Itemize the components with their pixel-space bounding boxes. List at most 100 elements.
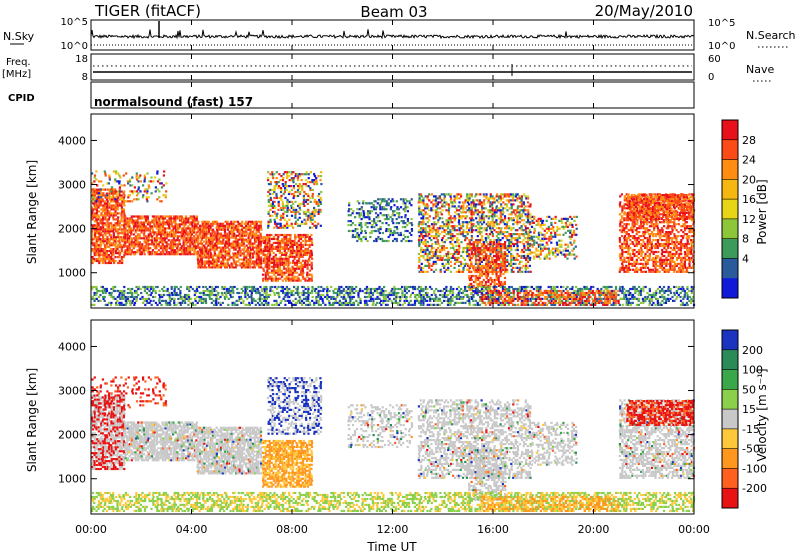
- range-cell: [479, 193, 482, 196]
- range-cell: [245, 220, 248, 223]
- range-cell: [98, 236, 101, 239]
- range-cell: [466, 209, 469, 212]
- range-cell: [493, 255, 496, 258]
- range-cell: [453, 195, 456, 198]
- range-cell: [470, 257, 473, 260]
- range-cell: [165, 247, 168, 250]
- range-cell: [232, 244, 235, 247]
- range-cell: [472, 199, 475, 202]
- range-cell: [309, 220, 312, 223]
- range-cell: [449, 260, 452, 263]
- range-cell: [128, 227, 131, 230]
- range-cell: [99, 226, 102, 229]
- range-cell: [640, 221, 643, 224]
- range-cell: [189, 237, 192, 240]
- range-cell: [245, 262, 248, 265]
- range-cell: [126, 247, 129, 250]
- range-cell: [127, 194, 130, 197]
- range-cell: [308, 235, 312, 239]
- range-cell: [358, 208, 361, 211]
- range-cell: [556, 233, 559, 236]
- range-cell: [215, 240, 218, 243]
- range-cell: [368, 218, 371, 221]
- range-cell: [157, 243, 160, 246]
- range-cell: [104, 238, 107, 241]
- range-cell: [153, 219, 156, 222]
- range-cell: [573, 231, 576, 234]
- range-cell: [136, 223, 139, 226]
- range-cell: [531, 239, 534, 242]
- range-cell: [571, 233, 574, 236]
- range-cell: [95, 246, 98, 249]
- range-cell: [189, 221, 192, 224]
- range-cell: [170, 233, 173, 236]
- range-cell: [518, 205, 521, 208]
- range-cell: [91, 256, 94, 259]
- range-cell: [466, 237, 469, 240]
- range-cell: [479, 203, 482, 206]
- range-cell: [159, 237, 162, 240]
- range-cell: [120, 208, 123, 211]
- range-cell: [402, 198, 405, 201]
- range-cell: [460, 215, 463, 218]
- range-cell: [232, 266, 235, 269]
- nsearch-label: N.Search: [746, 29, 796, 42]
- range-cell: [160, 229, 163, 232]
- range-cell: [501, 193, 505, 196]
- range-cell: [556, 229, 559, 232]
- range-cell: [402, 202, 405, 205]
- range-cell: [514, 193, 517, 196]
- range-cell: [313, 200, 316, 203]
- range-cell: [269, 214, 272, 217]
- range-cell: [516, 266, 519, 269]
- range-cell: [420, 241, 423, 244]
- range-cell: [193, 235, 196, 238]
- range-cell: [185, 239, 188, 242]
- range-cell: [279, 263, 282, 266]
- range-cell: [426, 241, 429, 244]
- range-cell: [223, 258, 226, 261]
- range-cell: [219, 266, 223, 269]
- range-cell: [112, 234, 115, 237]
- range-cell: [282, 204, 285, 207]
- range-cell: [97, 230, 100, 233]
- range-cell: [244, 266, 247, 269]
- range-cell: [385, 204, 388, 207]
- range-cell: [504, 203, 507, 206]
- range-cell: [266, 265, 269, 268]
- range-cell: [236, 224, 239, 227]
- range-cell: [299, 241, 302, 244]
- range-cell: [249, 220, 252, 223]
- range-cell: [207, 256, 210, 259]
- range-cell: [411, 224, 414, 227]
- range-cell: [279, 187, 283, 190]
- range-cell: [226, 226, 229, 229]
- range-cell: [123, 226, 126, 229]
- range-cell: [436, 231, 439, 234]
- range-cell: [134, 243, 137, 246]
- range-cell: [170, 235, 173, 238]
- range-cell: [102, 252, 105, 255]
- range-cell: [618, 254, 621, 258]
- range-cell: [114, 244, 117, 247]
- range-cell: [222, 250, 225, 253]
- range-cell: [627, 217, 630, 220]
- range-cell: [399, 233, 402, 237]
- range-cell: [420, 211, 423, 214]
- range-cell: [243, 226, 246, 229]
- range-cell: [488, 263, 492, 266]
- range-cell: [298, 216, 301, 219]
- range-cell: [423, 241, 427, 244]
- range-cell: [311, 214, 314, 217]
- range-cell: [470, 249, 473, 252]
- range-cell: [278, 185, 281, 188]
- range-cell: [629, 219, 632, 222]
- range-cell: [487, 255, 490, 258]
- range-cell: [457, 239, 460, 242]
- range-cell: [243, 250, 246, 253]
- range-cell: [98, 261, 101, 265]
- range-cell: [639, 219, 642, 222]
- range-cell: [218, 238, 221, 241]
- range-cell: [503, 223, 506, 226]
- range-cell: [493, 269, 496, 272]
